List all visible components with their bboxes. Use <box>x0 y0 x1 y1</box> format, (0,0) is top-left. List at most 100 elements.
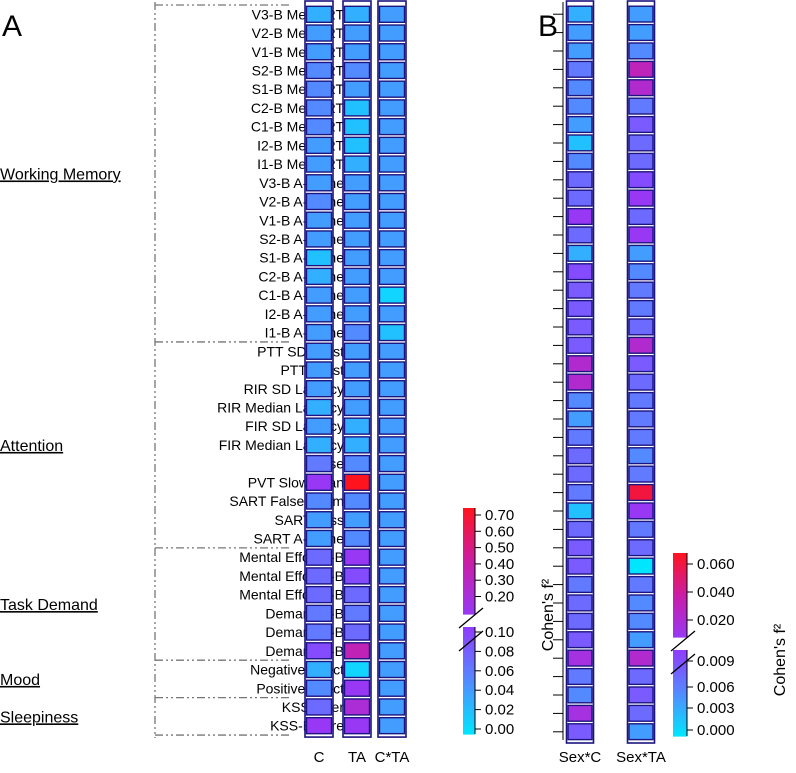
cell-kss-before-c <box>305 716 333 735</box>
cell-row27-sex-ta <box>628 483 654 502</box>
colorbar-lower-segment <box>673 652 687 655</box>
cell-i1-b-a-prime-c <box>305 323 333 342</box>
cell-pvt-slowmean-ta <box>343 473 371 491</box>
cell-rir-median-latency-ta <box>343 398 371 417</box>
cell-v2-b-a-prime-ta <box>343 192 371 211</box>
row-bracket-a <box>154 2 290 738</box>
cell-s1-b-mean-rt-c-ta <box>378 80 406 98</box>
cell-row40-sex-c <box>567 723 593 741</box>
cell-c1-b-a-prime-c-ta <box>378 286 406 304</box>
colorbar-upper-segment <box>463 553 475 559</box>
axis-break-mark <box>458 607 484 629</box>
cell-positive-affect-ta <box>343 679 371 697</box>
panel-label-b: B <box>538 10 558 43</box>
colorbar-tick-label-0-060: 0.060 <box>697 556 735 573</box>
cell-c1-b-a-prime-c <box>305 286 333 304</box>
cell-row31-sex-ta <box>628 557 654 575</box>
cell-row25-sex-ta <box>628 447 654 465</box>
colorbar-upper-segment <box>463 575 475 580</box>
cell-rir-sd-latency-c <box>305 380 333 398</box>
colorbar-upper-segment <box>673 625 687 630</box>
cell-s1-b-mean-rt-c <box>305 80 333 98</box>
cell-kss-after-ta <box>343 698 371 716</box>
cell-demand-1-b-c-ta <box>378 642 406 660</box>
colorbar-lower-segment <box>673 667 687 670</box>
group-label-working-memory: Working Memory <box>0 166 121 183</box>
group-label-attention: Attention <box>0 438 63 455</box>
colorbar-tick-label-0-006: 0.006 <box>697 679 735 696</box>
cell-i1-b-mean-rt-c-ta <box>378 155 406 173</box>
cell-mental-effort-2-b-c-ta <box>378 567 406 585</box>
cell-row20-sex-c <box>567 355 593 373</box>
colorbar-lower-segment <box>673 725 687 728</box>
colorbar-lower-segment <box>463 715 475 719</box>
colorbar-lower-segment <box>673 731 687 735</box>
cell-row39-sex-c <box>567 704 593 722</box>
cell-fir-median-latency-c-ta <box>378 436 406 454</box>
cell-c2-b-a-prime-ta <box>343 267 371 286</box>
cell-row4-sex-c <box>567 60 593 78</box>
axis-break-mark <box>670 653 696 675</box>
cell-row1-sex-c <box>567 5 593 23</box>
cell-v3-b-a-prime-ta <box>343 174 371 192</box>
colorbar-lower-segment <box>463 635 475 639</box>
colorbar-upper-segment <box>463 564 475 569</box>
colorbar-lower-segment <box>673 693 687 696</box>
colorbar-lower-segment <box>673 650 687 653</box>
cell-rir-median-latency-c <box>305 398 333 417</box>
cell-row12-sex-ta <box>628 207 654 226</box>
cell-fir-median-latency-ta <box>343 436 371 454</box>
cell-ptt-edist-c <box>305 361 333 379</box>
cell-row23-sex-ta <box>628 410 654 428</box>
cell-i2-b-mean-rt-c <box>305 136 333 155</box>
colorbar-lower-segment <box>673 697 687 701</box>
colorbar-lower-segment <box>463 699 475 703</box>
cell-i1-b-mean-rt-ta <box>343 155 371 173</box>
axis-break-mark <box>458 630 484 652</box>
cell-s2-b-mean-rt-c <box>305 61 333 80</box>
colorbar-lower-segment <box>463 696 475 700</box>
group-label-sleepiness: Sleepiness <box>0 709 78 726</box>
cell-s2-b-a-prime-c <box>305 230 333 248</box>
colorbar-lower-segment <box>673 682 687 685</box>
colorbar-lower-segment <box>673 656 687 660</box>
cell-row16-sex-ta <box>628 281 654 299</box>
cell-row2-sex-c <box>567 23 593 42</box>
cell-row30-sex-c <box>567 539 593 557</box>
colorbar-upper-segment <box>673 586 687 590</box>
cell-v1-b-mean-rt-c-ta <box>378 43 406 61</box>
cell-row9-sex-c <box>567 152 593 170</box>
colorbar-tick-label-0-06: 0.06 <box>485 663 514 680</box>
colorbar-upper-segment <box>673 555 687 560</box>
cell-s2-b-mean-rt-c-ta <box>378 61 406 80</box>
cell-row33-sex-ta <box>628 594 654 612</box>
colorbar-tick-label-0-70: 0.70 <box>485 507 514 524</box>
cell-row7-sex-ta <box>628 115 654 134</box>
colorbar-lower-segment <box>673 733 687 737</box>
colorbar-tick-label-0-00: 0.00 <box>485 721 514 738</box>
colorbar-lower-segment <box>463 672 475 676</box>
cell-kss-after-c <box>305 698 333 716</box>
cell-mental-effort-3-b-ta <box>343 548 371 566</box>
cell-row7-sex-c <box>567 115 593 134</box>
cell-ptt-sd-edist-c-ta <box>378 342 406 360</box>
cell-demand-3-b-c <box>305 604 333 623</box>
colorbar-lower-segment <box>463 701 475 706</box>
cell-positive-affect-c <box>305 679 333 697</box>
cell-pvt-slowmean-c-ta <box>378 473 406 491</box>
colorbar-upper-segment <box>463 592 475 597</box>
cell-v1-b-mean-rt-c <box>305 43 333 61</box>
cell-c1-b-mean-rt-c-ta <box>378 117 406 136</box>
cell-mental-effort-2-b-ta <box>343 567 371 585</box>
cell-row3-sex-c <box>567 42 593 60</box>
cell-i2-b-mean-rt-ta <box>343 136 371 155</box>
colorbar-lower-segment <box>463 661 475 666</box>
cell-c1-b-mean-rt-c <box>305 117 333 136</box>
cell-row26-sex-ta <box>628 465 654 483</box>
cell-row15-sex-ta <box>628 263 654 281</box>
cell-row5-sex-c <box>567 79 593 97</box>
cell-row33-sex-c <box>567 594 593 612</box>
cell-row8-sex-ta <box>628 134 654 152</box>
colorbar-lower-segment <box>463 693 475 698</box>
cell-row35-sex-c <box>567 631 593 649</box>
